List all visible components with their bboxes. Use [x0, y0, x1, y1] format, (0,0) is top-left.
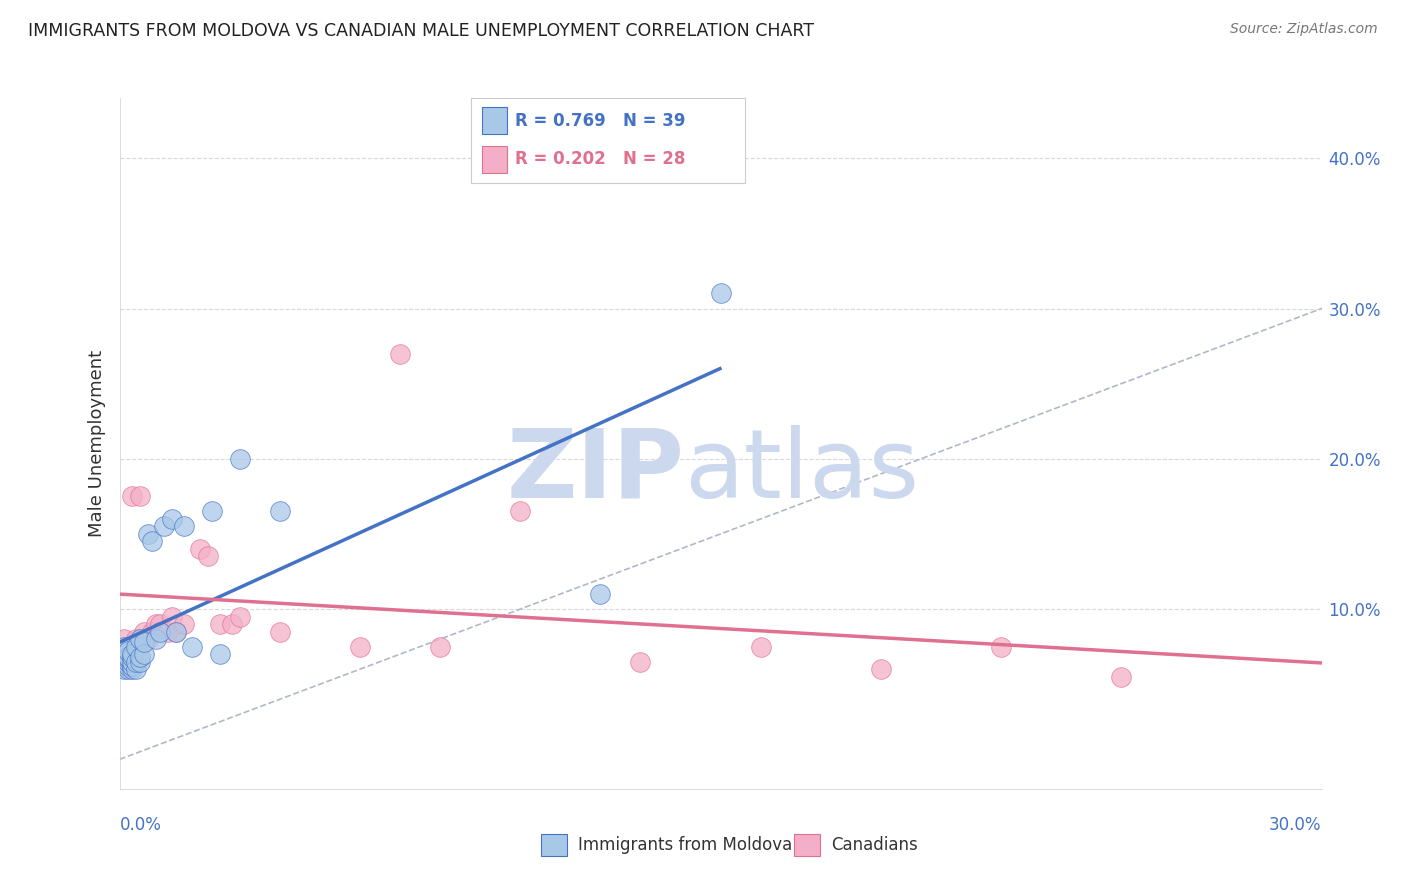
Point	[221, 617, 243, 632]
Point	[630, 655, 652, 669]
Text: Canadians: Canadians	[831, 836, 918, 854]
Point	[112, 632, 135, 647]
Point	[117, 662, 139, 676]
Point	[132, 624, 155, 639]
Point	[128, 632, 150, 647]
Point	[136, 632, 159, 647]
Point	[124, 640, 146, 654]
Point	[141, 624, 163, 639]
Point	[121, 662, 143, 676]
Point	[124, 655, 146, 669]
Text: Immigrants from Moldova: Immigrants from Moldova	[578, 836, 792, 854]
Point	[124, 632, 146, 647]
Point	[228, 609, 252, 624]
Point	[165, 624, 187, 639]
Text: Source: ZipAtlas.com: Source: ZipAtlas.com	[1230, 22, 1378, 37]
Point	[180, 640, 202, 654]
Point	[112, 640, 135, 654]
Text: R = 0.202   N = 28: R = 0.202 N = 28	[515, 150, 685, 168]
Point	[128, 650, 150, 665]
Point	[121, 659, 143, 673]
Point	[124, 662, 146, 676]
Point	[145, 632, 167, 647]
Point	[117, 659, 139, 673]
Point	[149, 624, 172, 639]
Point	[149, 617, 172, 632]
Point	[145, 617, 167, 632]
Point	[152, 519, 174, 533]
Point	[112, 655, 135, 669]
Point	[117, 644, 139, 658]
Point	[121, 647, 143, 661]
Point	[132, 635, 155, 649]
Point	[117, 650, 139, 665]
Point	[173, 617, 195, 632]
Point	[160, 512, 183, 526]
Point	[749, 640, 772, 654]
Point	[201, 504, 224, 518]
Point	[990, 640, 1012, 654]
Point	[112, 655, 135, 669]
Point	[136, 527, 159, 541]
Point	[228, 451, 252, 466]
Point	[208, 617, 231, 632]
Point	[269, 504, 291, 518]
Point	[1111, 670, 1133, 684]
Text: 0.0%: 0.0%	[120, 816, 162, 834]
Text: R = 0.769   N = 39: R = 0.769 N = 39	[515, 112, 685, 130]
Text: 30.0%: 30.0%	[1270, 816, 1322, 834]
Point	[128, 655, 150, 669]
Point	[589, 587, 612, 601]
Bar	[482, 107, 506, 134]
Point	[197, 549, 219, 564]
Text: atlas: atlas	[685, 425, 920, 518]
Bar	[482, 145, 506, 173]
Point	[117, 651, 139, 665]
Point	[349, 640, 371, 654]
Point	[709, 286, 731, 301]
Point	[429, 640, 451, 654]
Point	[121, 650, 143, 665]
Point	[117, 655, 139, 669]
Point	[156, 624, 179, 639]
Point	[128, 489, 150, 503]
Text: IMMIGRANTS FROM MOLDOVA VS CANADIAN MALE UNEMPLOYMENT CORRELATION CHART: IMMIGRANTS FROM MOLDOVA VS CANADIAN MALE…	[28, 22, 814, 40]
Point	[509, 504, 531, 518]
Point	[141, 534, 163, 549]
Point	[160, 609, 183, 624]
Point	[388, 346, 412, 360]
Point	[165, 624, 187, 639]
Point	[208, 647, 231, 661]
Point	[112, 662, 135, 676]
Point	[132, 647, 155, 661]
Point	[869, 662, 893, 676]
Point	[188, 541, 211, 556]
Point	[112, 647, 135, 661]
Point	[121, 489, 143, 503]
Y-axis label: Male Unemployment: Male Unemployment	[87, 351, 105, 537]
Point	[121, 655, 143, 669]
Point	[173, 519, 195, 533]
Text: ZIP: ZIP	[506, 425, 685, 518]
Point	[269, 624, 291, 639]
